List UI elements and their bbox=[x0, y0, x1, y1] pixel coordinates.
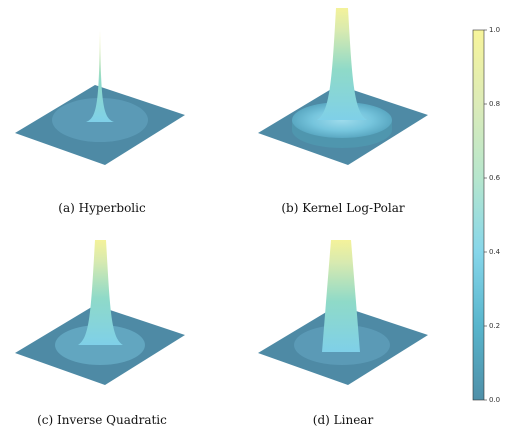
panel-caption: (a) Hyperbolic bbox=[58, 201, 146, 215]
colorbar-tick-label: 0.8 bbox=[489, 100, 500, 108]
colorbar-ticks bbox=[484, 29, 487, 401]
panel-inverse-quadratic: (c) Inverse Quadratic bbox=[15, 240, 185, 427]
colorbar-tick-label: 1.0 bbox=[489, 26, 500, 34]
colorbar-tick-label: 0.2 bbox=[489, 322, 500, 330]
colorbar-tick-label: 0.4 bbox=[489, 248, 501, 256]
colorbar-tick-label: 0.6 bbox=[489, 174, 501, 182]
colorbar-gradient bbox=[472, 29, 485, 401]
surface-spike bbox=[78, 240, 123, 345]
panel-kernel-log-polar: (b) Kernel Log-Polar bbox=[258, 8, 428, 215]
panel-linear: (d) Linear bbox=[258, 240, 428, 427]
colorbar: 0.0 0.2 0.4 0.6 0.8 1.0 bbox=[472, 26, 501, 404]
surface-spike bbox=[322, 240, 360, 352]
surface-spike bbox=[317, 8, 367, 120]
surface-spike bbox=[86, 30, 114, 122]
panel-hyperbolic: (a) Hyperbolic bbox=[15, 30, 185, 215]
panel-caption: (d) Linear bbox=[313, 413, 374, 427]
panel-caption: (c) Inverse Quadratic bbox=[37, 413, 167, 427]
panel-caption: (b) Kernel Log-Polar bbox=[281, 201, 405, 215]
colorbar-tick-label: 0.0 bbox=[489, 396, 500, 404]
